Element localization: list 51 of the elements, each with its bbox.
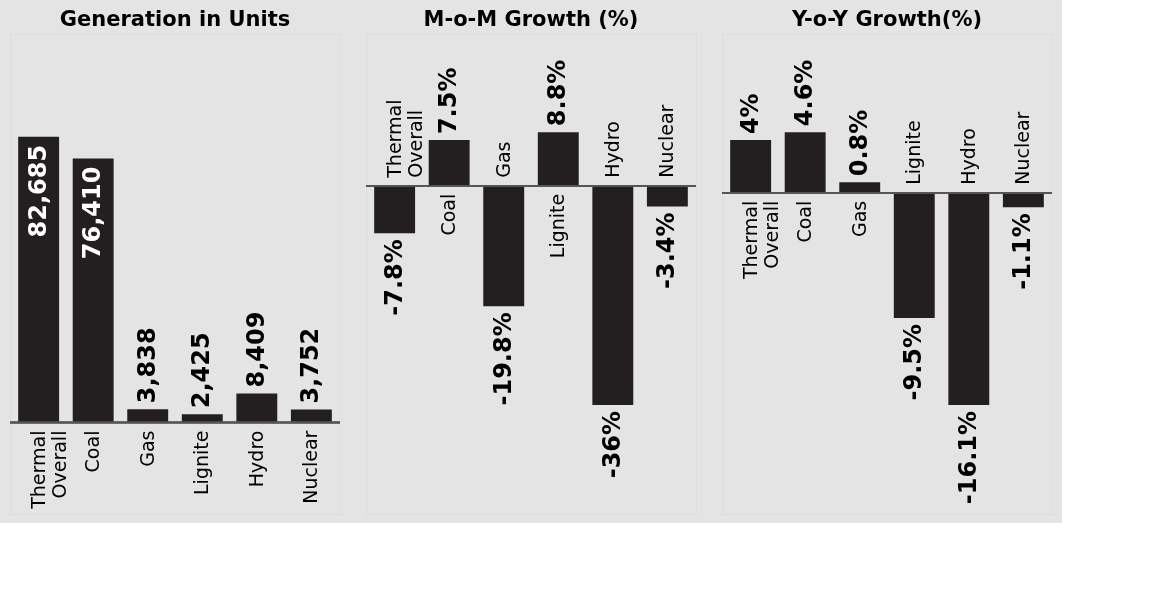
data-label: 4% <box>735 93 764 135</box>
bar <box>948 192 990 405</box>
bar <box>730 140 772 193</box>
data-label: -7.8% <box>379 239 408 316</box>
x-tick-label: Lignite <box>902 120 925 185</box>
bar <box>72 158 114 423</box>
data-label: 3,838 <box>132 327 161 404</box>
x-tick-label: Nuclear <box>1011 111 1034 185</box>
data-label: 3,752 <box>296 327 325 404</box>
x-tick-label: Thermal Overall <box>738 200 782 281</box>
data-label: -9.5% <box>899 323 928 401</box>
x-tick-label: Hydro <box>956 128 979 185</box>
x-tick-label: Gas <box>135 430 158 467</box>
x-tick-label: Coal <box>793 200 816 243</box>
data-label: 4.6% <box>790 59 819 127</box>
x-tick-label: Hydro <box>244 430 267 488</box>
bar <box>784 132 826 193</box>
data-label: -1.1% <box>1008 213 1037 290</box>
bar <box>893 192 935 318</box>
x-tick-label: Thermal Overall <box>382 99 426 179</box>
data-label: 8,409 <box>241 311 270 388</box>
chart-title: M-o-M Growth (%) <box>423 7 639 31</box>
x-tick-label: Coal <box>437 193 460 236</box>
chart-title: Generation in Units <box>59 7 291 31</box>
bar <box>181 414 223 423</box>
x-tick-label: Gas <box>491 141 514 178</box>
data-label: 8.8% <box>543 59 572 127</box>
bar <box>839 182 881 193</box>
x-tick-label: Gas <box>847 200 870 238</box>
x-tick-label: Nuclear <box>655 104 678 178</box>
x-tick-label: Coal <box>81 430 104 473</box>
bar <box>236 393 278 423</box>
data-label: 76,410 <box>78 166 107 260</box>
data-label: 0.8% <box>844 109 873 177</box>
bar <box>1002 192 1044 208</box>
bar <box>290 409 332 423</box>
x-tick-label: Lignite <box>190 430 213 495</box>
data-label: 82,685 <box>23 144 52 238</box>
bar <box>127 409 169 423</box>
x-tick-label: Hydro <box>600 121 623 178</box>
bar <box>18 136 60 423</box>
x-tick-label: Thermal Overall <box>26 430 70 510</box>
data-label: 7.5% <box>434 67 463 135</box>
chart-title: Y-o-Y Growth(%) <box>790 7 983 31</box>
data-label: -19.8% <box>488 312 517 406</box>
data-label: -36% <box>597 410 626 479</box>
data-label: 2,425 <box>187 332 216 409</box>
data-label: -16.1% <box>953 410 982 505</box>
x-tick-label: Lignite <box>546 193 569 259</box>
data-label: -3.4% <box>652 212 681 289</box>
x-tick-label: Nuclear <box>299 430 322 504</box>
